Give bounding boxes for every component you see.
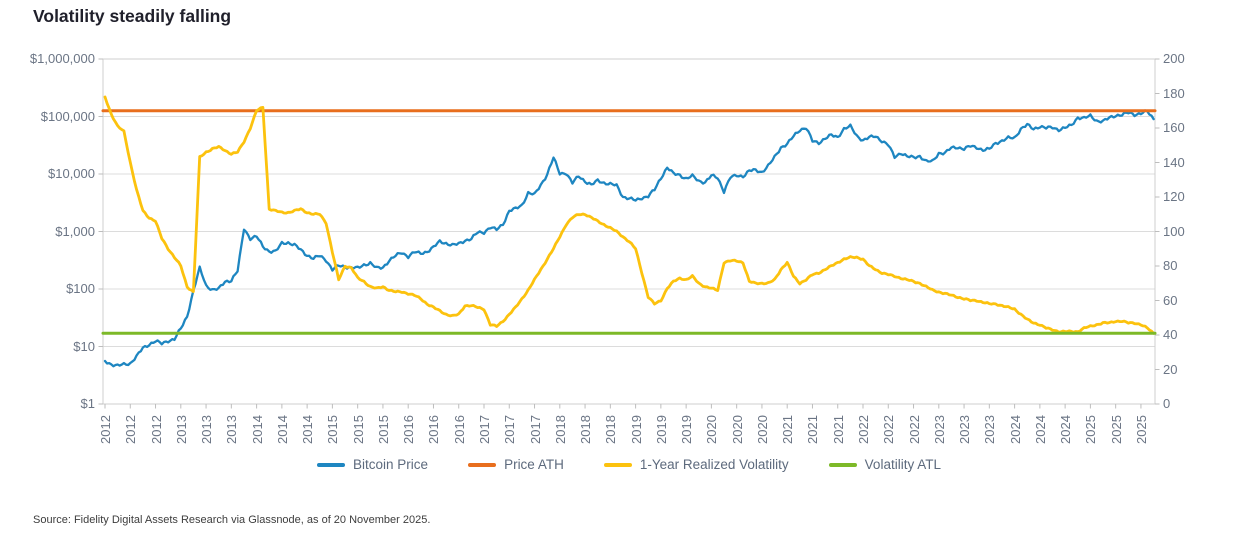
y-right-label: 180: [1163, 85, 1185, 101]
y-right-label: 80: [1163, 258, 1178, 273]
x-axis-label: 2016: [451, 415, 467, 444]
legend-item-bitcoin-price: Bitcoin Price: [317, 457, 428, 472]
x-axis-label: 2015: [350, 415, 366, 444]
x-axis-label: 2024: [1058, 415, 1074, 444]
x-axis-label: 2023: [957, 415, 973, 444]
legend-item-price-ath: Price ATH: [468, 457, 564, 472]
y-right-label: 0: [1163, 396, 1171, 411]
source-note: Source: Fidelity Digital Assets Research…: [33, 514, 431, 526]
x-axis-label: 2022: [881, 415, 897, 444]
x-axis-label: 2014: [300, 415, 316, 444]
y-right-label: 60: [1163, 292, 1178, 308]
y-right-label: 100: [1163, 223, 1185, 239]
x-axis-label: 2020: [704, 415, 720, 444]
legend-swatch: [828, 462, 857, 467]
x-axis-label: 2018: [552, 415, 568, 444]
legend-swatch: [317, 462, 346, 467]
x-axis-label: 2023: [982, 415, 998, 444]
x-axis-label: 2020: [754, 415, 770, 444]
x-axis-label: 2017: [527, 415, 543, 444]
x-axis-label: 2025: [1108, 415, 1124, 444]
x-axis-label: 2021: [805, 415, 821, 444]
x-axis-label: 2025: [1083, 415, 1099, 444]
series-1-year-realized-volatility: [103, 95, 1155, 335]
y-right-label: 160: [1163, 120, 1185, 135]
x-axis-label: 2012: [148, 415, 164, 444]
y-left-label: $10,000: [48, 166, 95, 181]
y-left-label: $1,000,000: [29, 51, 95, 66]
x-axis-label: 2017: [477, 415, 492, 444]
legend-item-volatility-atl: Volatility ATL: [828, 457, 941, 472]
y-right-label: 140: [1163, 154, 1185, 170]
x-axis-label: 2013: [173, 415, 189, 444]
y-left-label: $1,000: [55, 223, 95, 239]
x-axis-label: 2019: [679, 415, 695, 444]
x-axis-label: 2015: [375, 415, 391, 444]
legend-swatch: [468, 462, 497, 467]
x-axis-label: 2019: [653, 415, 669, 444]
x-axis-label: 2021: [830, 415, 846, 444]
x-axis-label: 2013: [224, 415, 240, 444]
x-axis-label: 2015: [325, 415, 341, 444]
y-left-label: $10: [73, 338, 95, 354]
x-axis-label: 2018: [603, 415, 619, 444]
legend-swatch: [603, 462, 632, 467]
x-axis-label: 2013: [199, 415, 215, 444]
x-axis-label: 2025: [1133, 415, 1149, 444]
x-axis-label: 2019: [628, 415, 644, 444]
legend-label: Volatility ATL: [864, 457, 941, 472]
legend: Bitcoin Price Price ATH 1-Year Realized Vo…: [103, 457, 1155, 472]
x-axis-label: 2012: [123, 415, 139, 444]
x-axis-label: 2016: [426, 415, 442, 444]
x-axis-label: 2012: [98, 415, 113, 444]
y-left-label: $100,000: [40, 108, 95, 124]
x-axis-label: 2018: [578, 415, 594, 444]
y-right-label: 40: [1163, 327, 1178, 342]
y-right-label: 20: [1163, 361, 1178, 377]
x-axis-label: 2021: [780, 415, 796, 444]
legend-label: 1-Year Realized Volatility: [639, 457, 789, 472]
x-axis-label: 2024: [1032, 415, 1048, 444]
x-axis-label: 2014: [249, 415, 265, 444]
x-axis-label: 2017: [502, 415, 518, 444]
x-axis-label: 2016: [401, 415, 417, 444]
legend-item-1-year-realized-volatility: 1-Year Realized Volatility: [603, 457, 789, 472]
x-axis-label: 2020: [729, 415, 745, 444]
y-left-label: $1: [80, 396, 95, 411]
legend-label: Price ATH: [504, 457, 564, 472]
y-left-label: $100: [66, 281, 95, 296]
x-axis-label: 2022: [856, 415, 871, 444]
series-bitcoin-price: [103, 109, 1155, 368]
x-axis-label: 2023: [931, 415, 947, 444]
chart-title: Volatility steadily falling: [33, 6, 232, 26]
x-axis-label: 2024: [1007, 415, 1023, 444]
x-axis-label: 2022: [906, 415, 922, 444]
legend-label: Bitcoin Price: [353, 457, 429, 472]
y-right-label: 120: [1163, 189, 1185, 204]
x-axis-label: 2014: [274, 415, 290, 444]
y-right-label: 200: [1163, 51, 1185, 66]
